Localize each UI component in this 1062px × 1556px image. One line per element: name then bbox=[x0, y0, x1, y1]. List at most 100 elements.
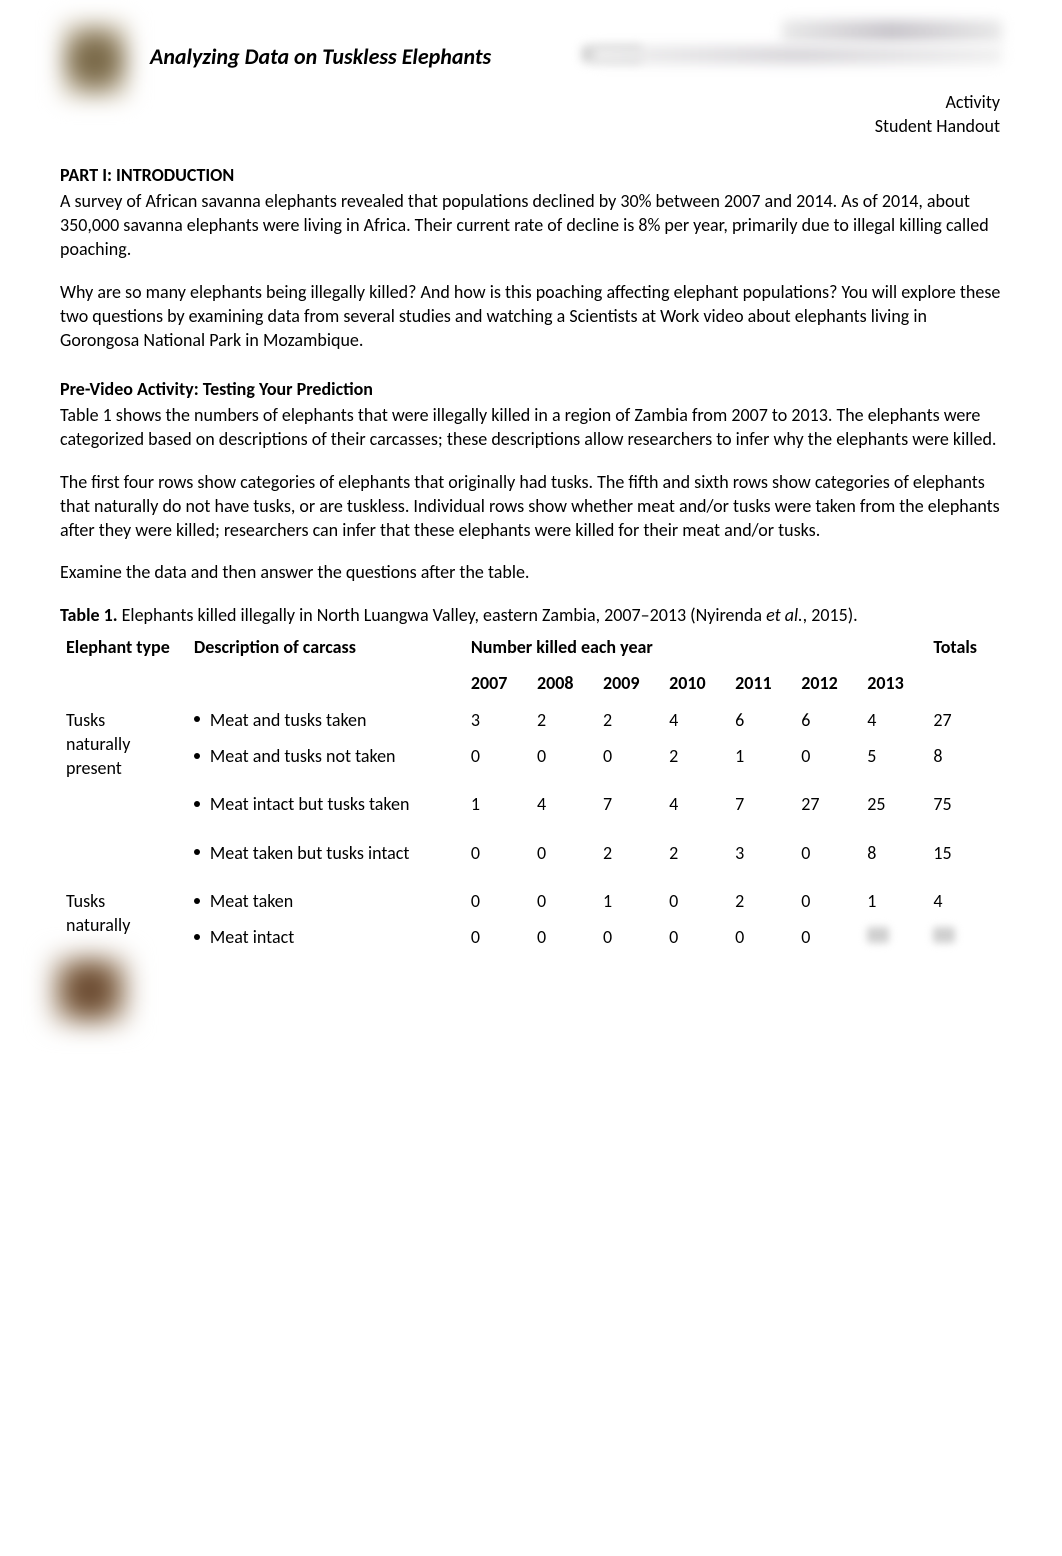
row3-v6: 8 bbox=[861, 835, 927, 883]
row1-v0: 0 bbox=[465, 738, 531, 774]
row0-v3: 4 bbox=[663, 702, 729, 738]
row1-v1: 0 bbox=[531, 738, 597, 774]
row5-v6-blur bbox=[861, 919, 927, 955]
row3-v4: 3 bbox=[729, 835, 795, 883]
table-caption-body: Elephants killed illegally in North Luan… bbox=[118, 604, 767, 626]
row3-v3: 2 bbox=[663, 835, 729, 883]
row0-v6: 4 bbox=[861, 702, 927, 738]
row4-desc: Meat taken bbox=[188, 883, 465, 919]
group1-l2: naturally bbox=[66, 733, 130, 755]
row3-total: 15 bbox=[927, 835, 1002, 883]
year-2010: 2010 bbox=[663, 665, 729, 701]
part1-heading: PART I: INTRODUCTION bbox=[60, 163, 1002, 187]
table-caption: Table 1. Elephants killed illegally in N… bbox=[60, 603, 1002, 627]
page-root: Analyzing Data on Tuskless Elephants Act… bbox=[0, 0, 1062, 1065]
row4-v2: 1 bbox=[597, 883, 663, 919]
redacted-name-blur bbox=[782, 20, 1002, 42]
group1-label: Tusks naturally present bbox=[60, 702, 188, 883]
blur-cell bbox=[867, 927, 889, 943]
prevideo-para2: The first four rows show categories of e… bbox=[60, 470, 1002, 543]
row5-v1: 0 bbox=[531, 919, 597, 955]
row5-v3: 0 bbox=[663, 919, 729, 955]
meta-handout: Student Handout bbox=[60, 114, 1000, 138]
row5-v2: 0 bbox=[597, 919, 663, 955]
row4-v3: 0 bbox=[663, 883, 729, 919]
row2-total: 75 bbox=[927, 774, 1002, 834]
redacted-line-blur bbox=[592, 46, 1002, 64]
prevideo-heading: Pre-Video Activity: Testing Your Predict… bbox=[60, 377, 1002, 401]
group1-l3: present bbox=[66, 757, 122, 779]
row2-v4: 7 bbox=[729, 774, 795, 834]
year-2008: 2008 bbox=[531, 665, 597, 701]
row0-v2: 2 bbox=[597, 702, 663, 738]
row3-desc: Meat taken but tusks intact bbox=[188, 835, 465, 883]
row0-desc: Meat and tusks taken bbox=[188, 702, 465, 738]
row2-v5: 27 bbox=[795, 774, 861, 834]
row2-v3: 4 bbox=[663, 774, 729, 834]
year-2011: 2011 bbox=[729, 665, 795, 701]
row3-v5: 0 bbox=[795, 835, 861, 883]
year-2013: 2013 bbox=[861, 665, 927, 701]
table-header-row-1: Elephant type Description of carcass Num… bbox=[60, 629, 1002, 665]
col-header-totals: Totals bbox=[933, 636, 977, 658]
row0-total: 27 bbox=[927, 702, 1002, 738]
row2-v0: 1 bbox=[465, 774, 531, 834]
row5-desc: Meat intact bbox=[188, 919, 465, 955]
row4-v0: 0 bbox=[465, 883, 531, 919]
row5-total-blur bbox=[927, 919, 1002, 955]
table-row: Meat intact but tusks taken 1 4 7 4 7 27… bbox=[60, 774, 1002, 834]
header-right-blur-group bbox=[782, 20, 1002, 76]
group2-label: Tusks naturally bbox=[60, 883, 188, 956]
footer-logo-blur bbox=[50, 955, 130, 1025]
part1-para1: A survey of African savanna elephants re… bbox=[60, 189, 1002, 262]
prevideo-para1: Table 1 shows the numbers of elephants t… bbox=[60, 403, 1002, 452]
year-2012: 2012 bbox=[795, 665, 861, 701]
row1-v2: 0 bbox=[597, 738, 663, 774]
row3-v2: 2 bbox=[597, 835, 663, 883]
row4-v5: 0 bbox=[795, 883, 861, 919]
row4-v6: 1 bbox=[861, 883, 927, 919]
group2-l1: Tusks bbox=[66, 890, 105, 912]
row1-v5: 0 bbox=[795, 738, 861, 774]
row0-v0: 3 bbox=[465, 702, 531, 738]
col-header-type: Elephant type bbox=[66, 636, 170, 658]
part1-para2: Why are so many elephants being illegall… bbox=[60, 280, 1002, 353]
row4-v4: 2 bbox=[729, 883, 795, 919]
row2-v1: 4 bbox=[531, 774, 597, 834]
table-row: Meat intact 0 0 0 0 0 0 bbox=[60, 919, 1002, 955]
row2-v6: 25 bbox=[861, 774, 927, 834]
row3-v0: 0 bbox=[465, 835, 531, 883]
table-row: Tusks naturally present Meat and tusks t… bbox=[60, 702, 1002, 738]
row4-total: 4 bbox=[927, 883, 1002, 919]
table-row: Meat and tusks not taken 0 0 0 2 1 0 5 8 bbox=[60, 738, 1002, 774]
document-header: Analyzing Data on Tuskless Elephants bbox=[60, 20, 1002, 100]
group2-l2: naturally bbox=[66, 914, 130, 936]
table-caption-ital: et al. bbox=[766, 604, 803, 626]
year-2009: 2009 bbox=[597, 665, 663, 701]
row2-v2: 7 bbox=[597, 774, 663, 834]
blur-cell bbox=[933, 927, 955, 943]
row2-desc: Meat intact but tusks taken bbox=[188, 774, 465, 834]
table-row: Tusks naturally Meat taken 0 0 1 0 2 0 1… bbox=[60, 883, 1002, 919]
row3-v1: 0 bbox=[531, 835, 597, 883]
row1-total: 8 bbox=[927, 738, 1002, 774]
table-caption-prefix: Table 1. bbox=[60, 604, 118, 626]
group1-l1: Tusks bbox=[66, 709, 105, 731]
col-header-desc: Description of carcass bbox=[194, 636, 356, 658]
row5-v4: 0 bbox=[729, 919, 795, 955]
col-header-number: Number killed each year bbox=[465, 629, 927, 665]
elephant-table: Elephant type Description of carcass Num… bbox=[60, 629, 1002, 955]
row0-v4: 6 bbox=[729, 702, 795, 738]
row5-v0: 0 bbox=[465, 919, 531, 955]
row1-v4: 1 bbox=[729, 738, 795, 774]
table-caption-tail: , 2015). bbox=[803, 604, 858, 626]
row0-v1: 2 bbox=[531, 702, 597, 738]
logo-blur-placeholder bbox=[60, 20, 130, 100]
row1-desc: Meat and tusks not taken bbox=[188, 738, 465, 774]
prevideo-para3: Examine the data and then answer the que… bbox=[60, 560, 1002, 584]
row1-v6: 5 bbox=[861, 738, 927, 774]
row5-v5: 0 bbox=[795, 919, 861, 955]
table-row: Meat taken but tusks intact 0 0 2 2 3 0 … bbox=[60, 835, 1002, 883]
row0-v5: 6 bbox=[795, 702, 861, 738]
meta-activity: Activity bbox=[60, 90, 1000, 114]
